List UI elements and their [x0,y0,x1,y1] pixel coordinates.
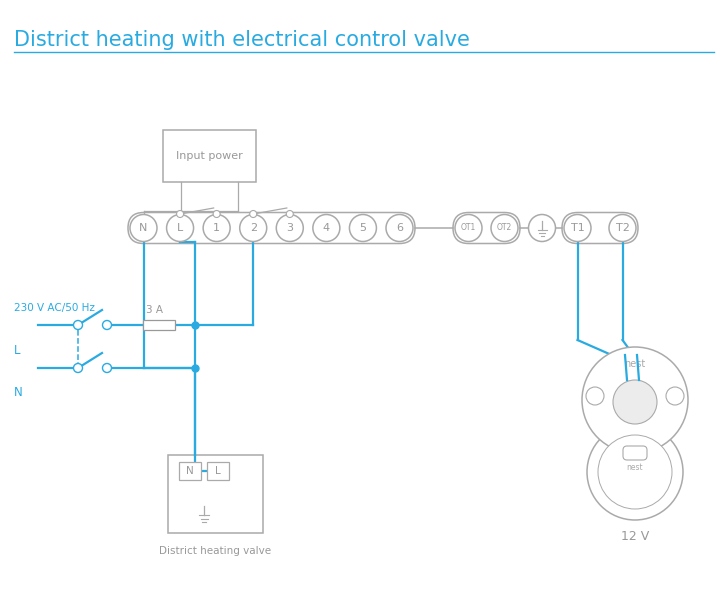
FancyBboxPatch shape [453,213,520,244]
Circle shape [167,214,194,242]
Circle shape [277,214,304,242]
Circle shape [529,214,555,242]
FancyBboxPatch shape [562,213,638,244]
Circle shape [103,364,111,372]
Circle shape [666,387,684,405]
Circle shape [586,387,604,405]
Circle shape [386,214,413,242]
Circle shape [103,321,111,330]
Text: 2: 2 [250,223,257,233]
Text: OT2: OT2 [497,223,512,232]
Text: OT1: OT1 [461,223,476,232]
Text: 4: 4 [323,223,330,233]
Text: L: L [177,223,183,233]
Circle shape [598,435,672,509]
FancyBboxPatch shape [168,455,263,533]
Text: District heating valve: District heating valve [159,546,272,556]
FancyBboxPatch shape [623,446,647,460]
Text: District heating with electrical control valve: District heating with electrical control… [14,30,470,50]
Text: N: N [139,223,148,233]
FancyBboxPatch shape [179,462,201,480]
Text: T1: T1 [571,223,585,233]
FancyBboxPatch shape [207,462,229,480]
Text: nest: nest [625,359,646,369]
Text: N: N [14,387,23,400]
Text: L: L [14,343,20,356]
Text: Input power: Input power [176,151,243,161]
Circle shape [213,210,220,217]
Circle shape [564,214,591,242]
Circle shape [613,380,657,424]
Circle shape [587,424,683,520]
Circle shape [349,214,376,242]
FancyBboxPatch shape [163,130,256,182]
Circle shape [313,214,340,242]
Text: nest: nest [627,463,644,472]
Circle shape [491,214,518,242]
Text: L: L [215,466,221,476]
Circle shape [609,214,636,242]
Circle shape [177,210,183,217]
FancyBboxPatch shape [128,213,415,244]
Circle shape [240,214,266,242]
Circle shape [582,347,688,453]
Circle shape [203,214,230,242]
Text: 1: 1 [213,223,220,233]
Circle shape [130,214,157,242]
Text: N: N [186,466,194,476]
Circle shape [74,364,82,372]
Circle shape [74,321,82,330]
Text: 5: 5 [360,223,366,233]
Circle shape [250,210,257,217]
Circle shape [286,210,293,217]
Text: 3 A: 3 A [146,305,164,315]
FancyBboxPatch shape [143,320,175,330]
Circle shape [455,214,482,242]
Text: 230 V AC/50 Hz: 230 V AC/50 Hz [14,303,95,313]
Text: 6: 6 [396,223,403,233]
Text: 3: 3 [286,223,293,233]
Text: 12 V: 12 V [621,530,649,543]
Text: T2: T2 [616,223,630,233]
